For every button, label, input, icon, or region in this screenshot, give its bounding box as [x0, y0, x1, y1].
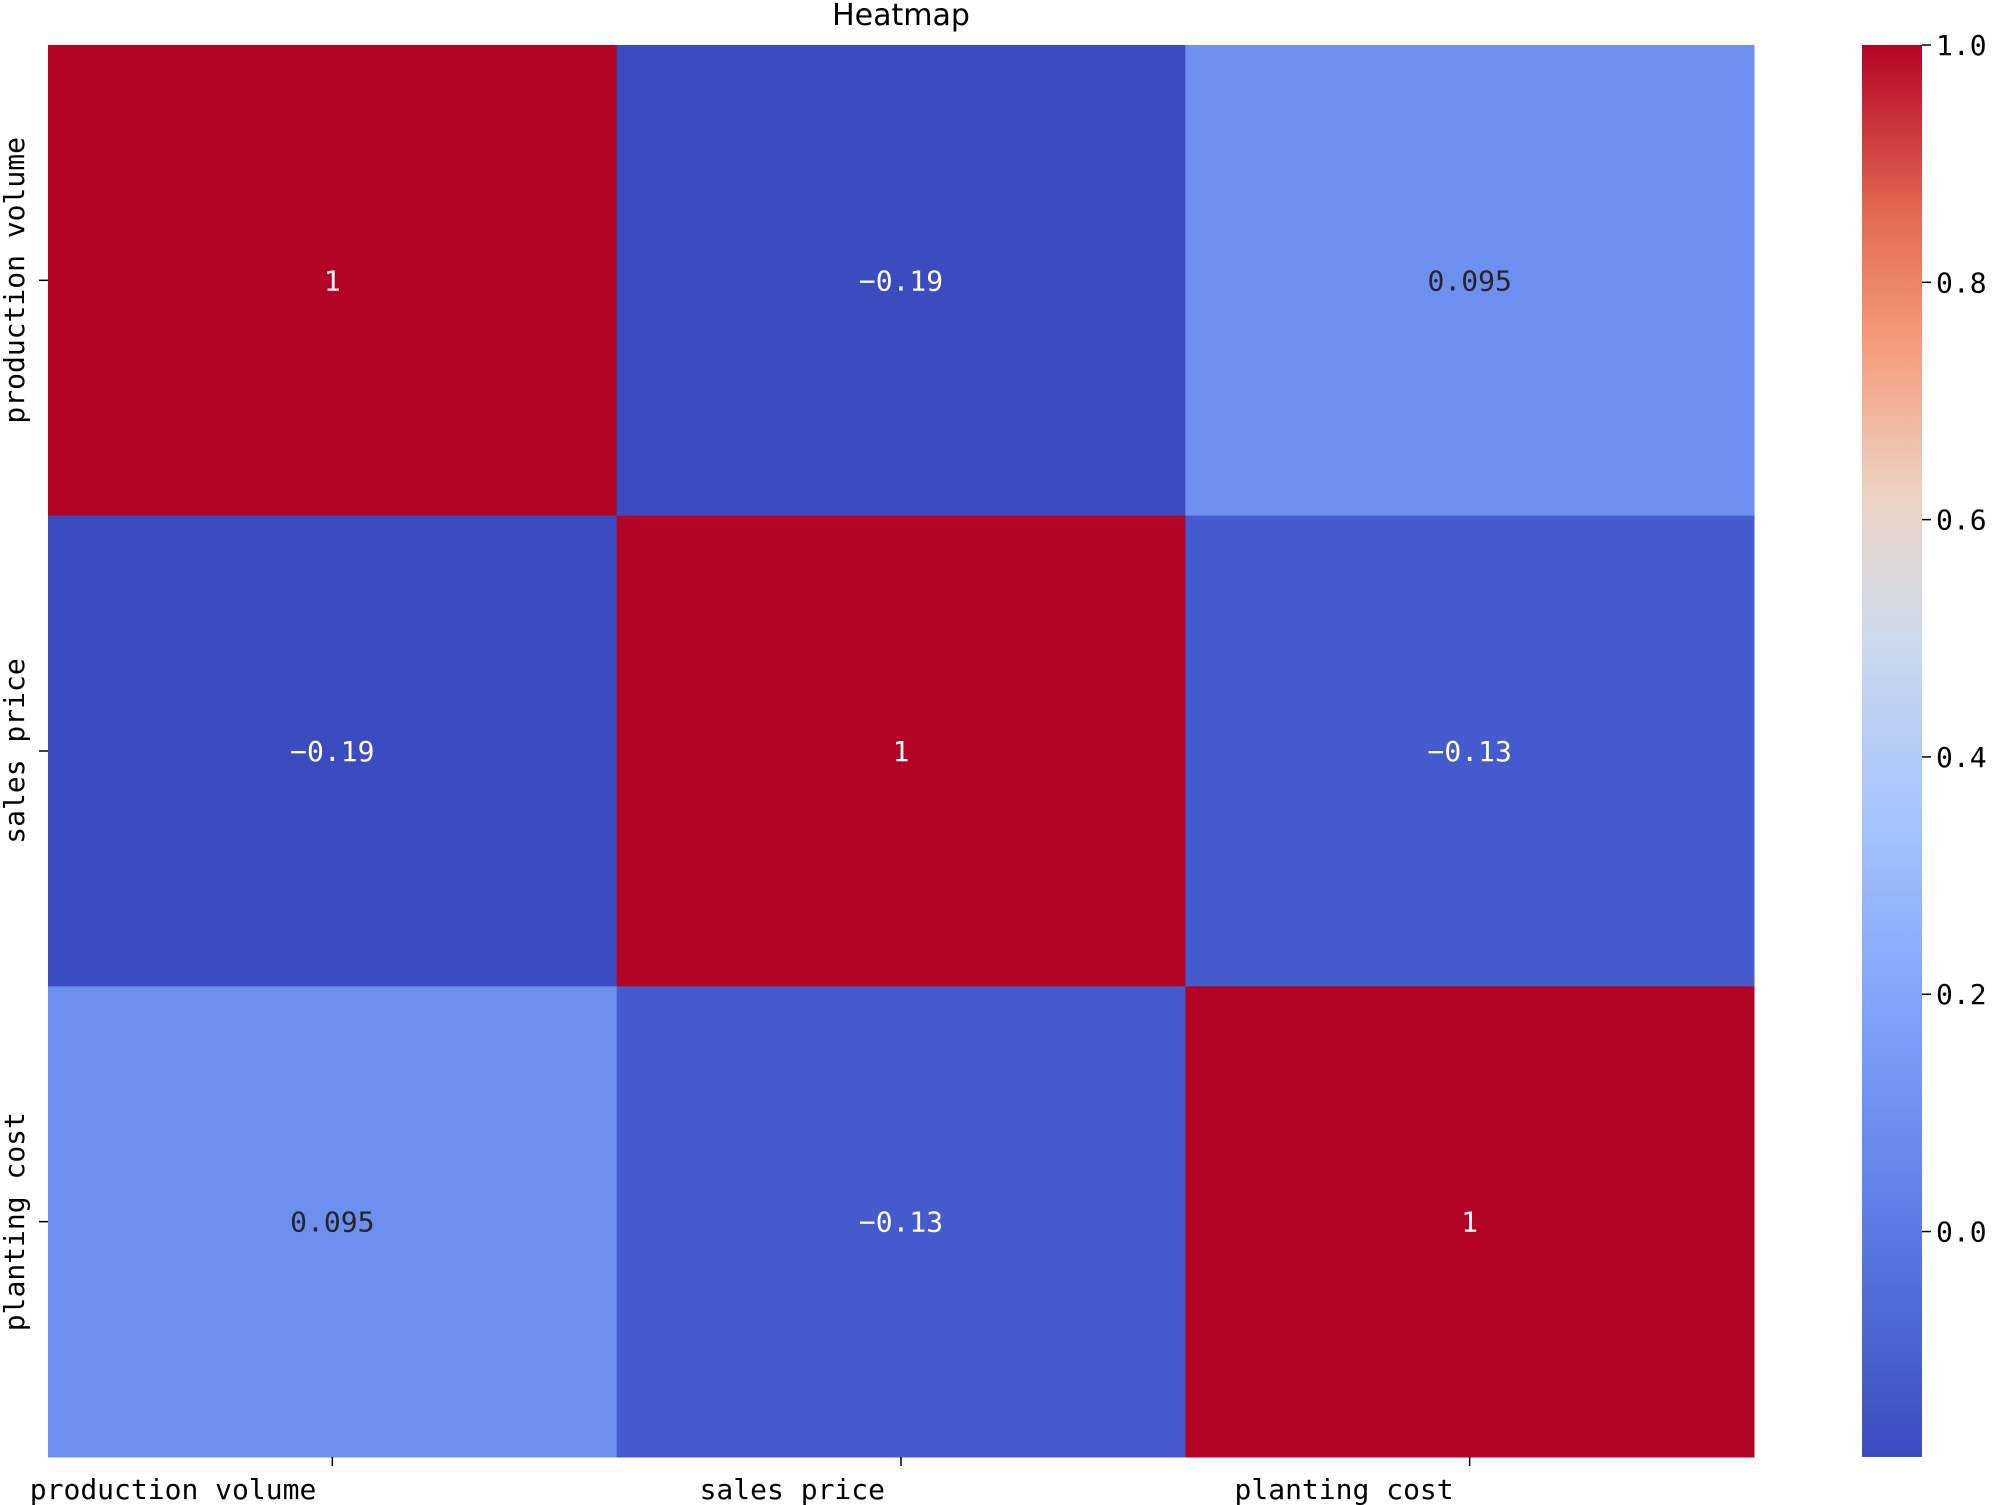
y-tick-label: sales price — [0, 658, 31, 843]
cell-value-label: 0.095 — [1428, 264, 1512, 297]
heatmap-cell — [48, 986, 618, 1458]
cell-value-label: −0.13 — [859, 1206, 943, 1239]
heatmap-cell — [48, 515, 618, 987]
x-tick-label: planting cost — [1235, 1473, 1454, 1505]
cell-value-label: −0.19 — [859, 264, 943, 297]
heatmap-cell — [1185, 986, 1755, 1458]
colorbar — [1862, 45, 1922, 1457]
colorbar-tick-label: 0.8 — [1936, 266, 1987, 299]
y-tick-label: production volume — [0, 137, 31, 424]
heatmap-cell — [616, 986, 1186, 1458]
colorbar-tick-label: 0.6 — [1936, 504, 1987, 537]
colorbar-tick-label: 1.0 — [1936, 29, 1987, 62]
cell-value-label: −0.19 — [290, 735, 374, 768]
cell-value-label: 1 — [1461, 1206, 1478, 1239]
cell-value-label: −0.13 — [1428, 735, 1512, 768]
colorbar-tick-label: 0.0 — [1936, 1216, 1987, 1249]
heatmap-cell — [616, 45, 1186, 517]
y-axis: production volume sales price planting cos… — [0, 137, 48, 1331]
colorbar-tick-label: 0.2 — [1936, 978, 1987, 1011]
chart-title: Heatmap — [832, 0, 970, 33]
heatmap-cell — [616, 515, 1186, 987]
heatmap-cells — [48, 45, 1755, 1458]
colorbar-tick-label: 0.4 — [1936, 741, 1987, 774]
cell-value-label: 1 — [324, 264, 341, 297]
x-tick-label: sales price — [700, 1473, 885, 1505]
cell-annotations: 1 −0.19 0.095 −0.19 1 −0.13 0.095 −0.13 1 — [290, 264, 1512, 1238]
x-axis: production volume sales price planting cos… — [30, 1457, 1471, 1505]
y-tick-label: planting cost — [0, 1112, 31, 1331]
colorbar-axis: 0.0 0.2 0.4 0.6 0.8 1.0 — [1922, 29, 1987, 1249]
x-tick-label: production volume — [30, 1473, 317, 1505]
cell-value-label: 1 — [893, 735, 910, 768]
cell-value-label: 0.095 — [290, 1206, 374, 1239]
heatmap-cell — [1185, 515, 1755, 987]
heatmap-cell — [48, 45, 618, 517]
heatmap-cell — [1185, 45, 1755, 517]
